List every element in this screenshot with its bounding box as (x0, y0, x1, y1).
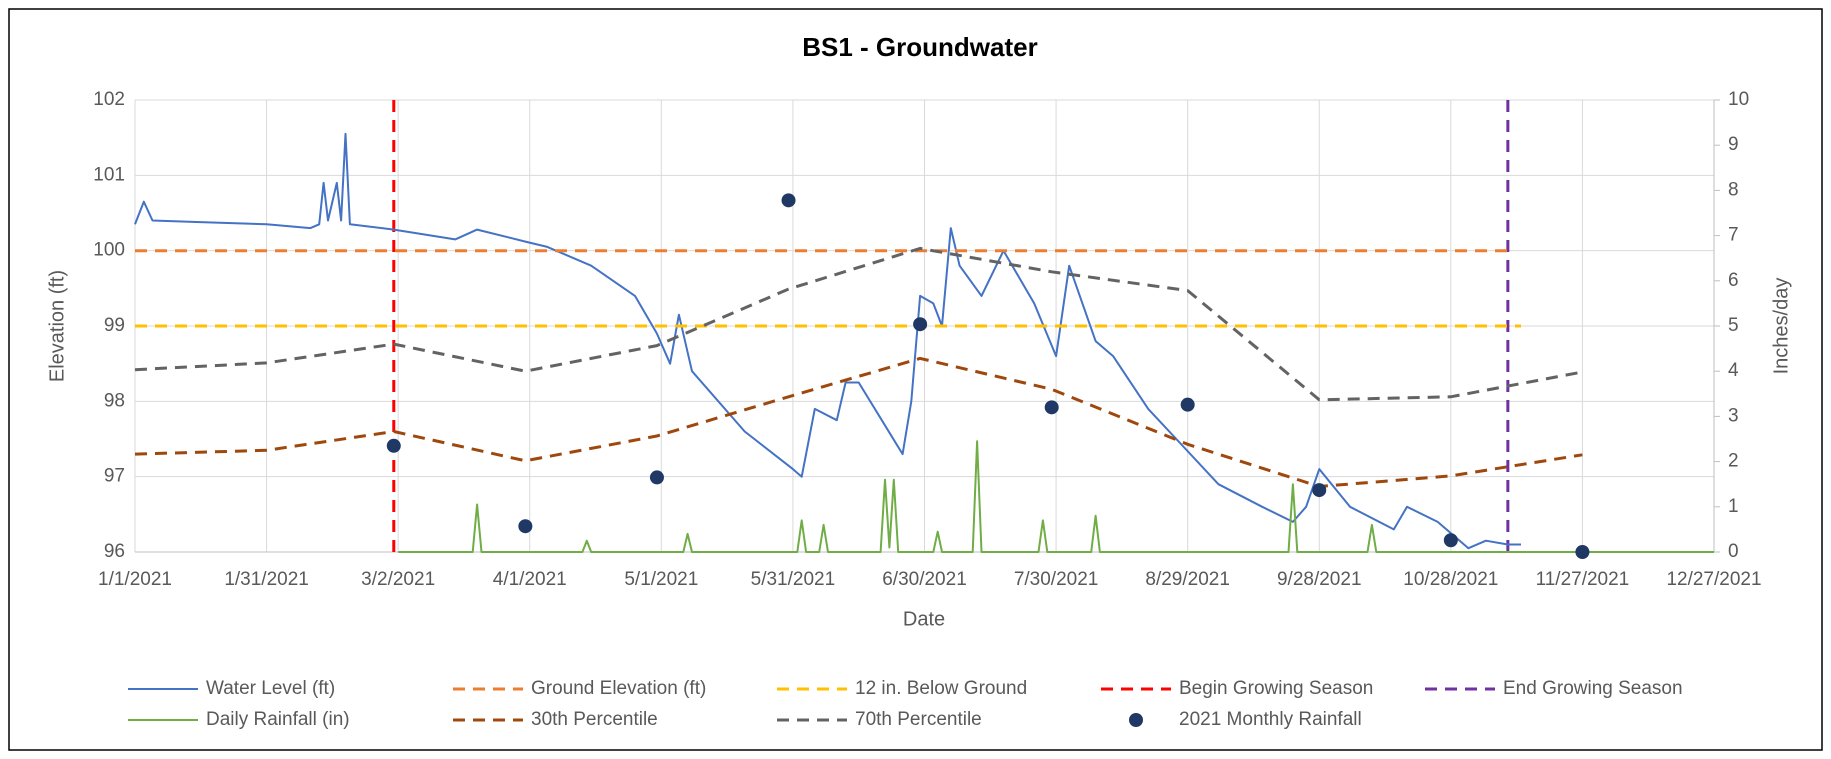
y-tick-label: 101 (93, 164, 125, 185)
rainfall-point (518, 519, 533, 534)
x-tick-label: 7/30/2021 (1014, 569, 1099, 590)
legend-label: 70th Percentile (855, 709, 982, 730)
legend-label: 2021 Monthly Rainfall (1179, 709, 1362, 730)
x-tick-label: 1/31/2021 (224, 569, 309, 590)
series-line (134, 356, 1583, 488)
y-tick-label: 98 (104, 390, 125, 411)
y-axis-label: Elevation (ft) (46, 270, 68, 382)
x-tick-label: 1/1/2021 (98, 569, 172, 590)
rainfall-point (1575, 545, 1590, 559)
y2-tick-label: 10 (1728, 89, 1749, 110)
chart-border (8, 8, 1823, 751)
y2-tick-label: 3 (1728, 405, 1739, 426)
rainfall-point (386, 438, 401, 453)
y-tick-label: 96 (104, 541, 125, 562)
y2-tick-label: 5 (1728, 315, 1739, 336)
rainfall-point (1312, 483, 1327, 498)
x-tick-label: 12/27/2021 (1666, 569, 1761, 590)
legend-label: 30th Percentile (531, 709, 658, 730)
y2-tick-label: 1 (1728, 496, 1739, 517)
x-tick-label: 9/28/2021 (1277, 569, 1362, 590)
rainfall-point (781, 193, 796, 208)
x-axis-label: Date (903, 608, 945, 630)
y-tick-label: 97 (104, 466, 125, 487)
x-tick-label: 8/29/2021 (1145, 569, 1230, 590)
rainfall-point (649, 470, 664, 485)
rainfall-point (1443, 533, 1458, 548)
x-tick-label: 11/27/2021 (1536, 569, 1630, 590)
x-tick-label: 4/1/2021 (493, 569, 567, 590)
legend-swatch (1129, 713, 1143, 727)
legend-label: Daily Rainfall (in) (206, 709, 350, 730)
rainfall-point (1044, 400, 1059, 415)
series-line (134, 246, 1583, 402)
y-tick-label: 100 (93, 240, 125, 261)
legend-label: Begin Growing Season (1179, 678, 1373, 699)
x-tick-label: 5/1/2021 (624, 569, 698, 590)
rainfall-point (913, 317, 928, 332)
y2-tick-label: 0 (1728, 541, 1739, 562)
y-tick-label: 102 (93, 89, 125, 110)
legend-label: 12 in. Below Ground (855, 678, 1027, 699)
legend-label: Water Level (ft) (206, 678, 335, 699)
y2-axis-label: Inches/day (1770, 278, 1792, 375)
x-tick-label: 3/2/2021 (361, 569, 435, 590)
x-tick-label: 5/31/2021 (751, 569, 836, 590)
series-line (398, 440, 1714, 553)
y2-tick-label: 7 (1728, 225, 1739, 246)
x-tick-label: 6/30/2021 (882, 569, 967, 590)
y2-tick-label: 4 (1728, 360, 1739, 381)
y2-tick-label: 6 (1728, 270, 1739, 291)
y2-tick-label: 8 (1728, 179, 1739, 200)
y2-tick-label: 2 (1728, 451, 1739, 472)
legend-label: Ground Elevation (ft) (531, 678, 706, 699)
y2-tick-label: 9 (1728, 134, 1739, 155)
chart-title: BS1 - Groundwater (802, 32, 1037, 62)
x-tick-label: 10/28/2021 (1403, 569, 1498, 590)
y-tick-label: 99 (104, 315, 125, 336)
rainfall-point (1180, 397, 1195, 412)
legend-label: End Growing Season (1503, 678, 1683, 699)
